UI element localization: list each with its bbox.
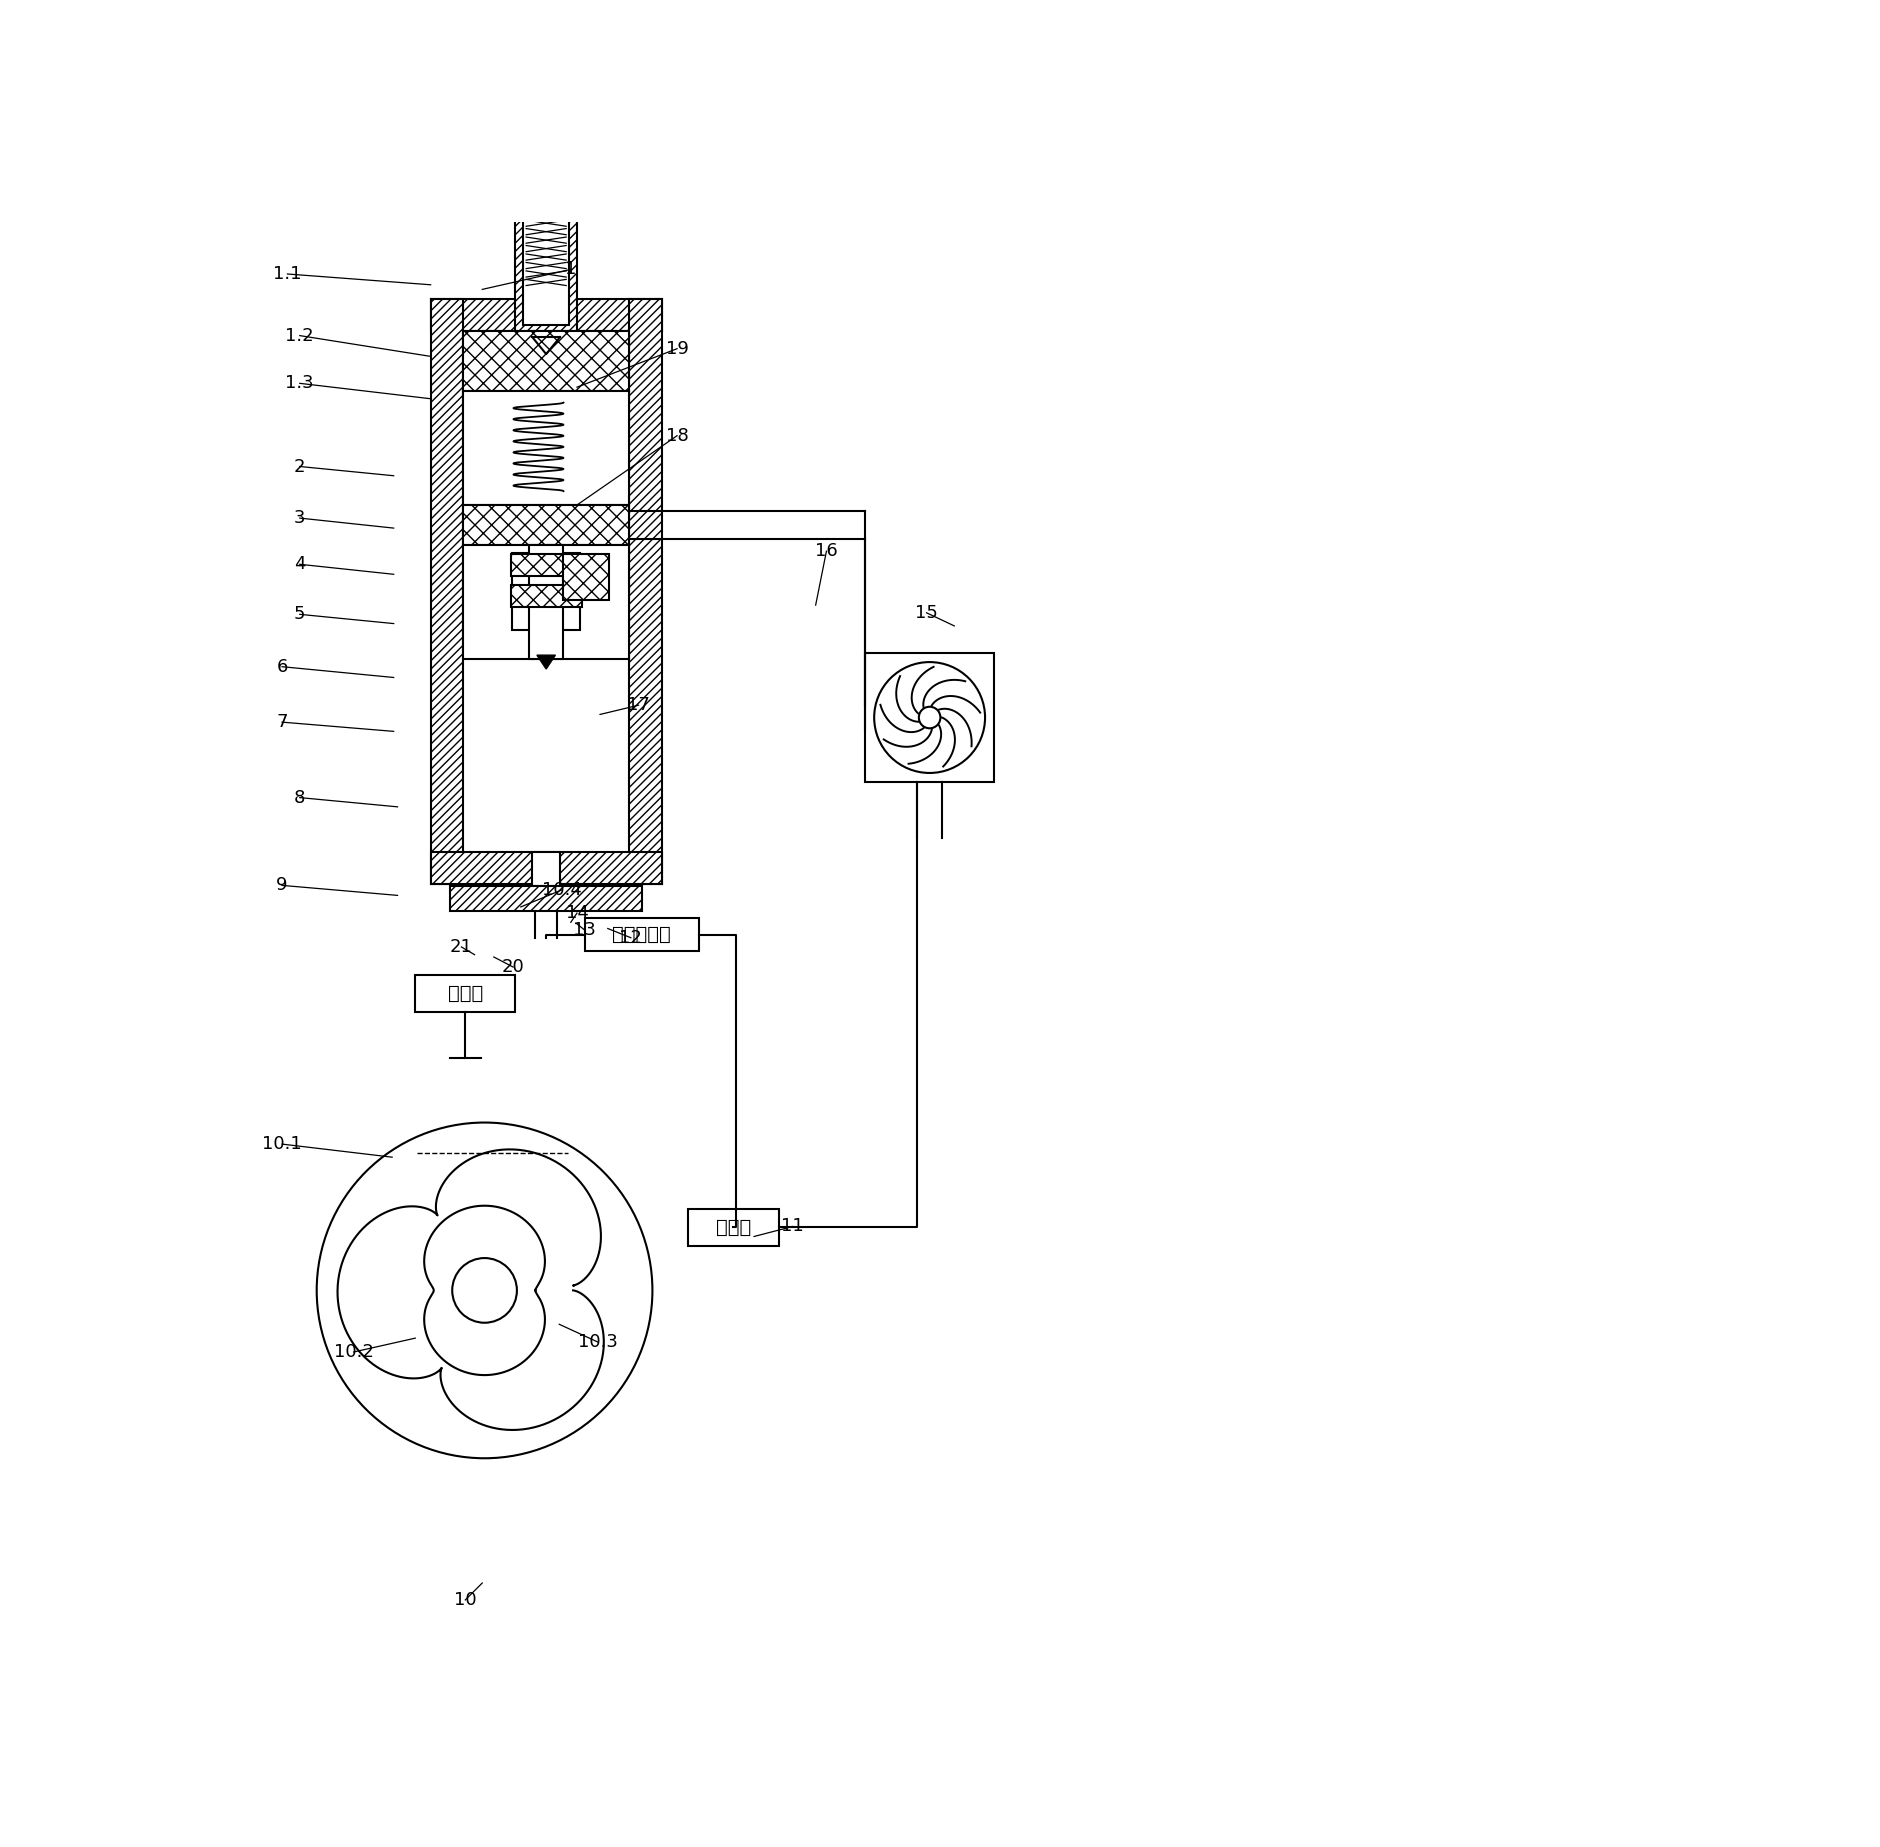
Text: 10.1: 10.1 bbox=[261, 1136, 303, 1153]
Bar bbox=[865, 652, 995, 781]
Text: 10.4: 10.4 bbox=[541, 881, 581, 899]
Polygon shape bbox=[538, 656, 555, 669]
Bar bbox=[462, 504, 630, 545]
Text: 1.2: 1.2 bbox=[286, 327, 314, 345]
Bar bbox=[523, 194, 570, 325]
Circle shape bbox=[316, 1123, 652, 1459]
Circle shape bbox=[453, 1258, 517, 1322]
Text: 1.1: 1.1 bbox=[273, 264, 301, 283]
Text: 18: 18 bbox=[666, 427, 688, 445]
Bar bbox=[431, 299, 662, 331]
Text: 16: 16 bbox=[816, 543, 838, 560]
Bar bbox=[431, 299, 462, 885]
Text: 5: 5 bbox=[293, 606, 306, 622]
Text: 压力传感器: 压力传感器 bbox=[613, 925, 671, 944]
Text: 9: 9 bbox=[276, 875, 288, 894]
Text: 6: 6 bbox=[276, 658, 288, 676]
Text: 2: 2 bbox=[293, 458, 306, 475]
Bar bbox=[483, 151, 609, 168]
Text: 21: 21 bbox=[449, 938, 474, 957]
Bar bbox=[530, 545, 564, 659]
Bar bbox=[449, 887, 643, 911]
Text: 11: 11 bbox=[782, 1217, 805, 1236]
Bar bbox=[630, 299, 662, 885]
Text: 8: 8 bbox=[293, 789, 305, 807]
Text: 13: 13 bbox=[573, 922, 596, 938]
Bar bbox=[511, 585, 581, 606]
Text: 1.3: 1.3 bbox=[286, 375, 314, 392]
Bar bbox=[688, 1208, 778, 1245]
Bar bbox=[462, 331, 630, 392]
Circle shape bbox=[874, 661, 985, 772]
Text: 10.3: 10.3 bbox=[577, 1334, 619, 1350]
Text: 3: 3 bbox=[293, 510, 306, 526]
Text: 17: 17 bbox=[628, 696, 650, 715]
Bar bbox=[431, 851, 662, 885]
Text: 化油器: 化油器 bbox=[447, 984, 483, 1003]
Text: 15: 15 bbox=[916, 604, 938, 622]
Text: 10.2: 10.2 bbox=[335, 1343, 374, 1361]
Text: 10: 10 bbox=[453, 1590, 478, 1609]
Text: 12: 12 bbox=[619, 929, 643, 948]
Bar bbox=[585, 918, 699, 951]
Bar bbox=[415, 975, 515, 1012]
Circle shape bbox=[919, 707, 940, 728]
Bar bbox=[515, 187, 577, 331]
Bar bbox=[504, 168, 588, 187]
Bar bbox=[462, 392, 630, 504]
Text: 7: 7 bbox=[276, 713, 288, 731]
Text: 20: 20 bbox=[502, 959, 525, 975]
Bar bbox=[511, 552, 581, 630]
Bar bbox=[511, 554, 581, 576]
Bar bbox=[564, 554, 609, 600]
Text: 19: 19 bbox=[666, 340, 688, 358]
Text: 4: 4 bbox=[293, 556, 306, 573]
Text: 1: 1 bbox=[566, 260, 577, 279]
Text: 14: 14 bbox=[566, 903, 588, 922]
Text: 控制器: 控制器 bbox=[716, 1217, 750, 1237]
Bar bbox=[532, 851, 560, 887]
Bar bbox=[462, 545, 630, 659]
